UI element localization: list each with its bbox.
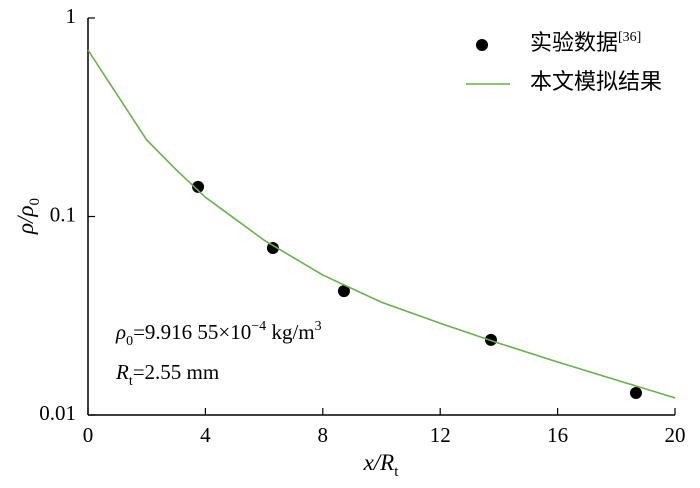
legend-label: 本文模拟结果 <box>530 69 662 94</box>
x-tick-label: 8 <box>318 423 329 447</box>
data-point <box>629 387 642 400</box>
annotation: ρ0=9.916 55×10−4 kg/m3 <box>115 319 322 349</box>
annotation-part: ρ <box>115 320 126 344</box>
annotation: Rt=2.55 mm <box>115 360 219 389</box>
x-tick-label: 4 <box>200 423 211 447</box>
x-axis-label: x/Rt <box>363 450 400 480</box>
y-tick-label: 1 <box>66 4 77 28</box>
y-label-main: ρ/ρ <box>13 206 38 235</box>
data-point <box>337 285 350 298</box>
y-tick-label: 0.01 <box>39 401 76 425</box>
annotation-part: 0 <box>126 334 133 349</box>
x-tick-label: 0 <box>83 423 94 447</box>
legend-name: 本文模拟结果 <box>530 69 662 94</box>
annotation-part: =2.55 mm <box>133 360 220 384</box>
x-label-sub: t <box>394 464 399 480</box>
annotation-part: 3 <box>315 319 322 334</box>
x-tick-label: 12 <box>430 423 451 447</box>
legend-name: 实验数据 <box>530 30 618 55</box>
annotation-part: t <box>129 374 133 389</box>
x-label-main: x/R <box>363 450 395 475</box>
x-tick-label: 20 <box>665 423 686 447</box>
data-line <box>87 49 676 399</box>
legend-label: 实验数据[36] <box>530 30 641 55</box>
annotation-part: R <box>115 360 129 384</box>
annotation-part: −4 <box>251 319 266 334</box>
x-tick-label: 16 <box>547 423 568 447</box>
legend-marker <box>476 39 488 51</box>
y-label-sub: 0 <box>27 198 43 206</box>
data-point <box>266 241 279 254</box>
data-point <box>192 180 205 193</box>
annotation-part: =9.916 55×10 <box>133 320 251 344</box>
legend-citation: [36] <box>618 30 641 45</box>
y-tick-label: 0.1 <box>50 202 76 226</box>
annotation-part: kg/m <box>266 320 314 344</box>
y-axis-label: ρ/ρ0 <box>13 198 43 235</box>
